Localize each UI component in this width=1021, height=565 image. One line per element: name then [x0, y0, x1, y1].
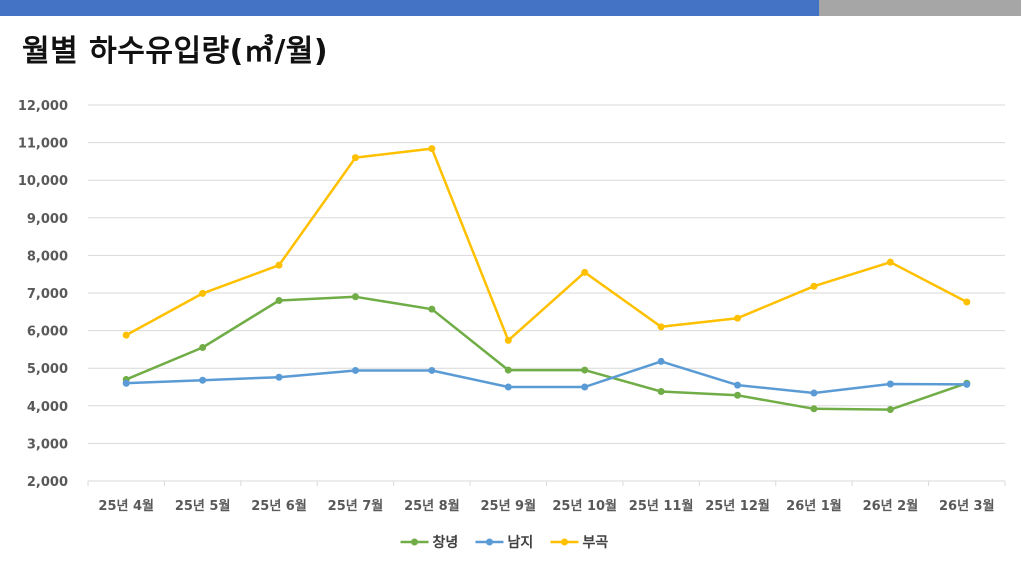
- legend-label: 부곡: [583, 535, 609, 551]
- x-tick-label: 25년 6월: [251, 498, 307, 514]
- x-tick-label: 25년 12월: [705, 498, 770, 514]
- x-tick-label: 25년 11월: [629, 498, 694, 514]
- data-point: [581, 268, 589, 276]
- y-tick-label: 2,000: [27, 475, 68, 490]
- y-tick-label: 4,000: [27, 400, 68, 415]
- y-tick-label: 9,000: [27, 212, 68, 227]
- data-point: [351, 154, 359, 162]
- data-point: [657, 388, 665, 396]
- header-accent-bar: [0, 0, 819, 16]
- data-point: [122, 331, 130, 339]
- series-line-남지: [126, 360, 967, 395]
- data-point: [657, 323, 665, 331]
- series-line-창녕: [125, 295, 968, 411]
- x-tick-label: 25년 9월: [480, 498, 536, 514]
- legend-marker: [561, 538, 568, 546]
- data-point: [810, 282, 818, 290]
- data-point: [581, 366, 589, 374]
- data-point: [810, 405, 818, 413]
- y-tick-label: 11,000: [18, 137, 68, 152]
- y-tick-label: 8,000: [27, 249, 68, 264]
- data-point: [734, 381, 742, 389]
- data-point: [351, 366, 359, 374]
- data-point: [275, 261, 283, 269]
- data-point: [275, 373, 283, 381]
- x-tick-label: 25년 7월: [328, 498, 384, 514]
- data-point: [810, 389, 818, 397]
- x-tick-label: 25년 10월: [552, 498, 617, 514]
- series-line-부곡: [125, 147, 968, 342]
- x-tick-label: 26년 2월: [863, 498, 919, 514]
- data-point: [734, 314, 742, 322]
- data-point: [199, 376, 207, 384]
- y-tick-label: 6,000: [27, 325, 68, 340]
- legend-label: 남지: [508, 534, 534, 551]
- y-tick-label: 7,000: [27, 287, 68, 302]
- data-point: [581, 383, 589, 391]
- data-point: [122, 379, 130, 387]
- page-title: 월별 하수유입량(㎥/월): [22, 34, 329, 69]
- header-secondary-bar: [819, 0, 1021, 16]
- y-tick-label: 3,000: [27, 437, 68, 452]
- data-point: [199, 344, 207, 352]
- x-tick-label: 25년 5월: [175, 498, 231, 514]
- data-point: [734, 391, 742, 399]
- data-point: [428, 366, 436, 374]
- legend-marker: [486, 538, 493, 546]
- legend-marker: [411, 538, 418, 546]
- data-point: [657, 357, 665, 365]
- y-tick-label: 12,000: [18, 99, 68, 114]
- data-point: [504, 336, 512, 344]
- x-tick-label: 26년 3월: [939, 498, 995, 514]
- y-tick-label: 10,000: [18, 174, 68, 189]
- data-point: [886, 406, 894, 414]
- x-tick-label: 25년 8월: [404, 498, 460, 514]
- data-point: [886, 258, 894, 266]
- data-point: [963, 298, 971, 306]
- data-point: [351, 293, 359, 301]
- data-point: [504, 366, 512, 374]
- y-tick-label: 5,000: [27, 362, 68, 377]
- data-point: [504, 383, 512, 391]
- data-point: [963, 380, 971, 388]
- data-point: [886, 380, 894, 388]
- data-point: [428, 145, 436, 153]
- data-point: [428, 305, 436, 313]
- data-point: [275, 297, 283, 305]
- legend-label: 창녕: [433, 534, 459, 551]
- x-tick-label: 26년 1월: [786, 498, 842, 514]
- data-point: [199, 289, 207, 297]
- x-tick-label: 25년 4월: [98, 498, 154, 514]
